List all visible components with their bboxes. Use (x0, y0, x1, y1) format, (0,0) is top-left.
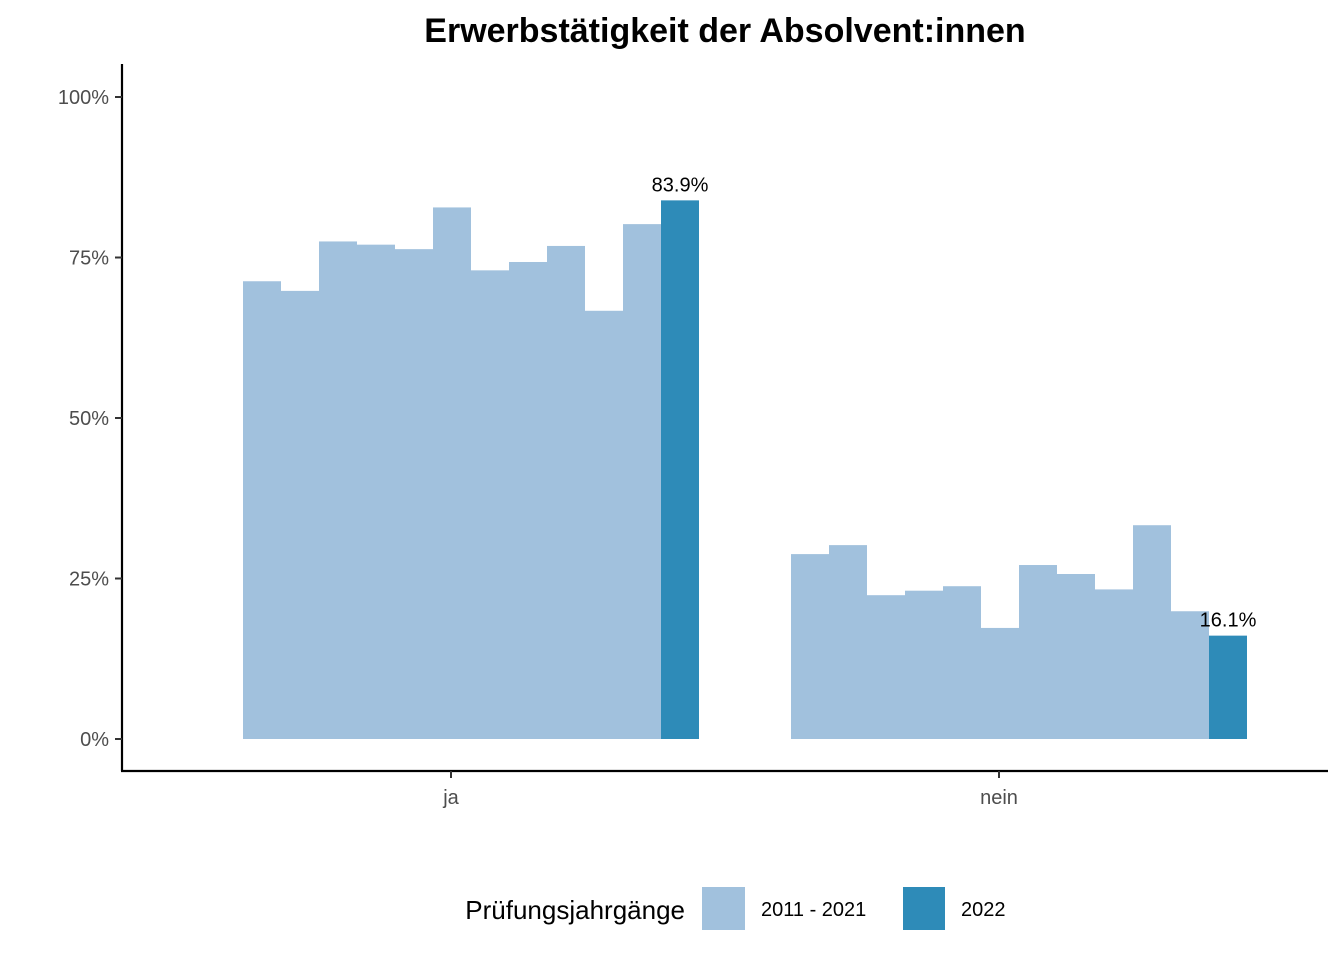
bar-ja-history-9 (585, 310, 623, 739)
bar-nein-history-9 (1133, 525, 1171, 739)
data-label-nein-current: 16.1% (1200, 610, 1257, 632)
y-tick-label: 50% (69, 408, 109, 430)
bar-ja-history-6 (471, 270, 509, 739)
legend: Prüfungsjahrgänge 2011 - 2021 2022 (465, 887, 1006, 930)
bar-nein-history-3 (905, 590, 943, 739)
legend-swatch-current (903, 887, 945, 930)
bar-nein-history-5 (981, 627, 1019, 739)
legend-swatch-history (702, 887, 745, 930)
bar-nein-history-1 (829, 545, 867, 739)
legend-label-history: 2011 - 2021 (761, 899, 866, 921)
y-tick-label: 75% (69, 248, 109, 270)
x-axis: ja nein (121, 769, 1328, 809)
bar-nein-history-10 (1171, 611, 1209, 739)
bar-ja-history-5 (433, 207, 471, 739)
chart-title: Erwerbstätigkeit der Absolvent:innen (424, 12, 1025, 50)
bar-nein-history-6 (1019, 565, 1057, 739)
bar-ja-history-10 (623, 224, 661, 740)
bar-nein-history-4 (943, 586, 981, 739)
bar-nein-history-8 (1095, 589, 1133, 739)
bar-nein-history-0 (791, 554, 829, 739)
data-label-ja-current: 83.9% (652, 174, 709, 196)
bar-ja-history-0 (243, 281, 281, 739)
bar-ja-history-8 (547, 245, 585, 739)
bar-ja-history-3 (357, 244, 395, 739)
bar-ja-history-2 (319, 241, 357, 739)
y-axis: 0% 25% 50% 75% 100% (58, 64, 124, 771)
bar-ja-current (661, 200, 699, 739)
bar-ja-history-1 (281, 290, 319, 739)
legend-title: Prüfungsjahrgänge (465, 895, 685, 925)
x-tick-label-ja: ja (442, 787, 459, 809)
data-labels: 83.9% 16.1% (652, 174, 1257, 631)
x-tick-label-nein: nein (980, 787, 1018, 809)
bars-group (243, 200, 1247, 740)
y-tick-label: 100% (58, 87, 109, 109)
legend-label-current: 2022 (961, 899, 1006, 921)
y-tick-label: 25% (69, 569, 109, 591)
bar-nein-current (1209, 635, 1247, 739)
y-tick-label: 0% (80, 729, 109, 751)
bar-ja-history-7 (509, 261, 547, 739)
bar-nein-history-2 (867, 595, 905, 739)
bar-nein-history-7 (1057, 574, 1095, 739)
bar-ja-history-4 (395, 249, 433, 740)
